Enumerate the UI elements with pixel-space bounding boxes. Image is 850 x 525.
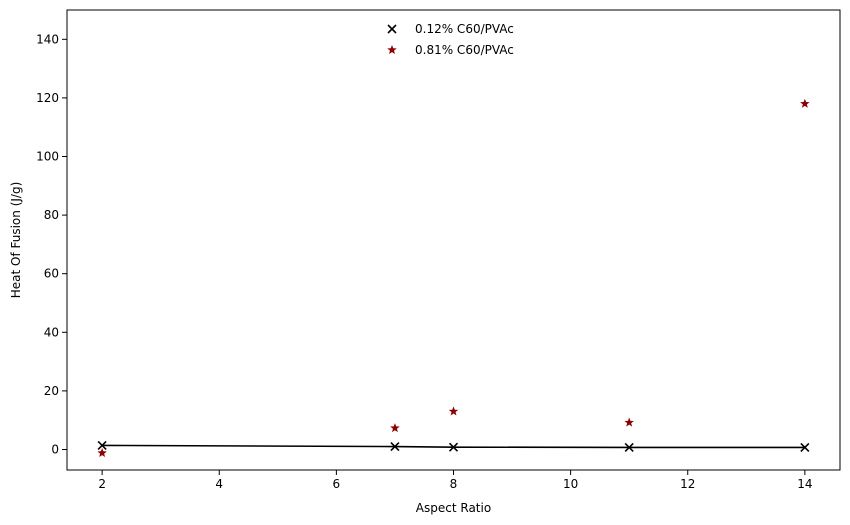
y-tick-label: 80 xyxy=(44,208,59,222)
data-point xyxy=(390,423,400,433)
y-axis-ticks: 0 20 40 60 80 100 120 140 xyxy=(36,32,67,456)
data-point xyxy=(97,448,107,458)
plot-area xyxy=(66,9,841,471)
y-axis-label: Heat Of Fusion (J/g) xyxy=(9,182,23,299)
x-tick-label: 14 xyxy=(797,477,812,491)
y-tick-label: 100 xyxy=(36,149,59,163)
x-tick-label: 2 xyxy=(98,477,106,491)
x-tick-label: 8 xyxy=(450,477,458,491)
data-point xyxy=(624,442,634,453)
x-tick-label: 10 xyxy=(563,477,578,491)
x-axis-label: Aspect Ratio xyxy=(416,501,491,515)
x-tick-label: 6 xyxy=(333,477,341,491)
data-point xyxy=(800,442,810,453)
data-points xyxy=(97,98,810,458)
legend-marker xyxy=(387,24,397,34)
x-tick-label: 12 xyxy=(680,477,695,491)
y-tick-label: 120 xyxy=(36,91,59,105)
legend: 0.12% C60/PVAc 0.81% C60/PVAc xyxy=(387,22,514,57)
x-tick-label: 4 xyxy=(215,477,223,491)
data-point xyxy=(390,441,400,452)
data-point xyxy=(624,417,634,427)
y-tick-label: 140 xyxy=(36,32,59,46)
y-tick-label: 0 xyxy=(51,442,59,456)
y-tick-label: 20 xyxy=(44,384,59,398)
data-point xyxy=(448,442,459,452)
legend-label: 0.12% C60/PVAc xyxy=(415,22,514,36)
legend-marker xyxy=(387,45,397,55)
data-point xyxy=(800,98,810,108)
legend-label: 0.81% C60/PVAc xyxy=(415,43,514,57)
x-axis-ticks: 2 4 6 8 10 12 14 xyxy=(98,470,813,491)
y-tick-label: 40 xyxy=(44,325,59,339)
data-point xyxy=(448,406,459,416)
data-point xyxy=(97,440,107,450)
y-tick-label: 60 xyxy=(44,267,59,281)
